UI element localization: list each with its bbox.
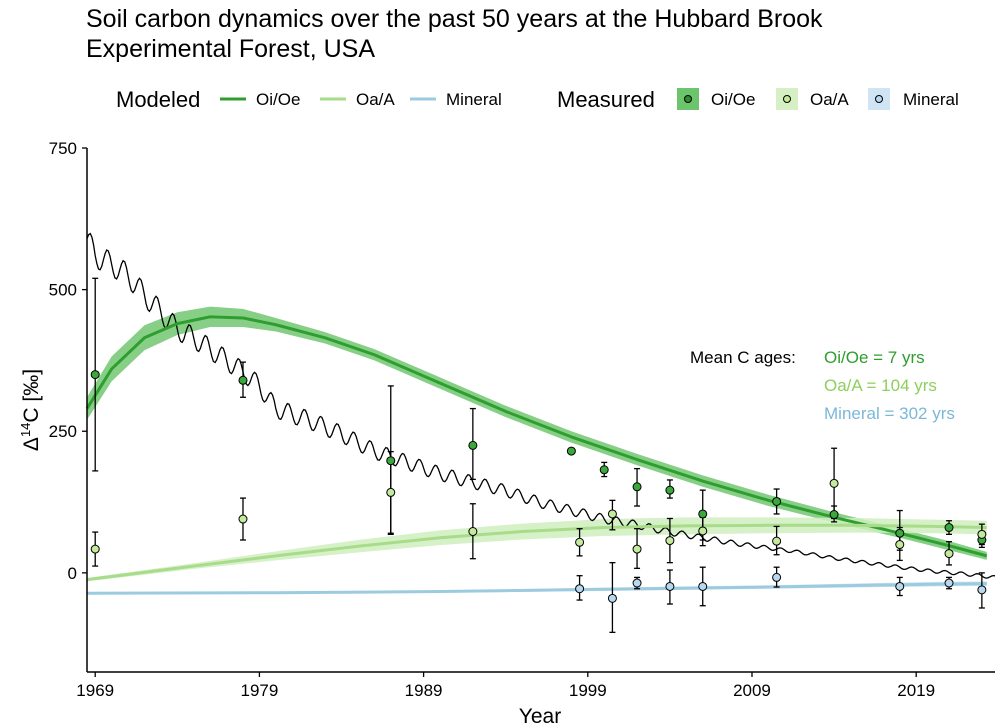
model-line-mineral <box>86 582 987 595</box>
x-tick-label: 2009 <box>733 681 771 700</box>
data-point-oa-a <box>607 509 617 519</box>
legend-measured-oa-point <box>783 95 791 103</box>
x-tick-label: 2019 <box>897 681 935 700</box>
model-band-oi-oe <box>87 306 987 560</box>
data-point-oi-oe <box>665 485 675 495</box>
data-point-oa-a <box>977 529 987 539</box>
data-point-oa-a <box>386 487 396 497</box>
data-point-oi-oe <box>90 370 100 380</box>
x-axis-title: Year <box>519 705 561 728</box>
x-tick-label: 1969 <box>76 681 114 700</box>
age-annotations: Mean C ages: Oi/Oe = 7 yrs Oa/A = 104 yr… <box>690 348 955 423</box>
y-tick-label: 0 <box>68 564 77 583</box>
legend-measured-oa-label: Oa/A <box>810 90 849 109</box>
data-point-oa-a <box>698 526 708 536</box>
x-tick-label: 1979 <box>240 681 278 700</box>
legend-modeled-mineral-label: Mineral <box>446 90 502 109</box>
y-tick-label: 250 <box>49 422 77 441</box>
legend-modeled-oi-label: Oi/Oe <box>256 90 300 109</box>
measured-points <box>90 370 987 603</box>
data-point-oa-a <box>468 527 478 537</box>
data-point-mineral <box>977 585 987 595</box>
data-point-oi-oe <box>772 496 782 506</box>
data-point-mineral <box>698 581 708 591</box>
y-tick-label: 500 <box>49 281 77 300</box>
chart-title-line-2: Experimental Forest, USA <box>86 35 375 63</box>
legend-measured-mineral-label: Mineral <box>903 90 959 109</box>
data-point-mineral <box>772 572 782 582</box>
data-point-oa-a <box>575 537 585 547</box>
model-line-oa-a <box>86 523 987 582</box>
chart-title-line-1: Soil carbon dynamics over the past 50 ye… <box>86 5 823 33</box>
legend-measured-oi-point <box>684 95 692 103</box>
data-point-oa-a <box>90 544 100 554</box>
y-tick-label: 750 <box>49 139 77 158</box>
data-point-oa-a <box>944 549 954 559</box>
annotation-oa-age: Oa/A = 104 yrs <box>824 376 937 395</box>
data-point-oi-oe <box>599 465 609 475</box>
legend: Modeled Oi/Oe Oa/A Mineral Measured Oi/O… <box>116 87 959 112</box>
annotation-heading: Mean C ages: <box>690 348 796 367</box>
data-point-oa-a <box>895 540 905 550</box>
legend-modeled-title: Modeled <box>116 87 200 112</box>
data-point-oa-a <box>772 536 782 546</box>
model-band-oa-a <box>87 517 987 582</box>
data-point-oa-a <box>238 514 248 524</box>
data-point-oi-oe <box>386 456 396 466</box>
legend-measured-mineral-point <box>875 95 883 103</box>
axes: 0 250 500 750 1969 1979 1989 1999 2009 2019 <box>49 139 995 700</box>
data-point-oi-oe <box>632 482 642 492</box>
data-point-mineral <box>632 578 642 588</box>
data-point-oi-oe <box>468 440 478 450</box>
legend-modeled-oa-label: Oa/A <box>356 90 395 109</box>
error-bars <box>92 277 985 633</box>
data-point-mineral <box>575 584 585 594</box>
data-point-oa-a <box>665 536 675 546</box>
data-point-oi-oe <box>238 375 248 385</box>
chart-title: Soil carbon dynamics over the past 50 ye… <box>86 4 823 64</box>
x-tick-label: 1989 <box>405 681 443 700</box>
data-point-oi-oe <box>698 509 708 519</box>
data-point-mineral <box>944 578 954 588</box>
data-point-mineral <box>665 581 675 591</box>
data-point-mineral <box>607 593 617 603</box>
data-point-oa-a <box>632 544 642 554</box>
annotation-oi-age: Oi/Oe = 7 yrs <box>824 348 925 367</box>
data-point-oi-oe <box>829 510 839 520</box>
legend-measured-title: Measured <box>557 87 655 112</box>
data-point-mineral <box>895 581 905 591</box>
data-point-oa-a <box>829 478 839 488</box>
data-point-oi-oe <box>895 528 905 538</box>
legend-measured-oi-label: Oi/Oe <box>711 90 755 109</box>
atmosphere-line <box>86 232 996 579</box>
data-point-oi-oe <box>566 446 576 456</box>
y-axis-title: Δ14C [‰] <box>18 369 43 451</box>
x-tick-label: 1999 <box>569 681 607 700</box>
annotation-mineral-age: Mineral = 302 yrs <box>824 404 955 423</box>
data-point-oi-oe <box>944 523 954 533</box>
